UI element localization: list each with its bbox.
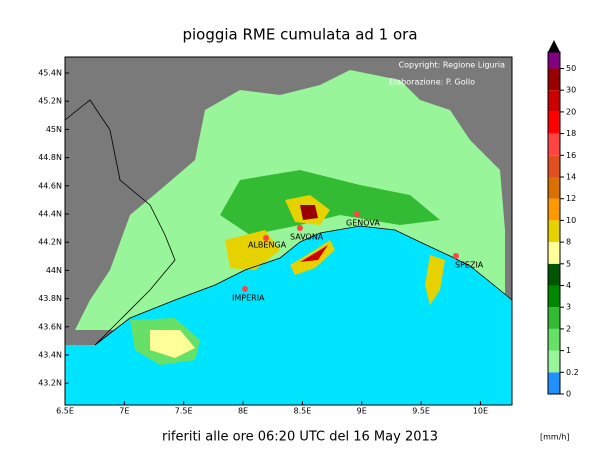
city-marker	[242, 286, 248, 292]
city-label: SPEZIA	[455, 261, 484, 270]
colorbar-label: 1	[566, 346, 571, 355]
unit: [mm/h]	[540, 433, 570, 442]
colorbar-swatch	[548, 90, 560, 112]
y-tick-label: 43.2N	[38, 379, 62, 388]
x-tick-label: 7.5E	[175, 407, 193, 416]
colorbar-label: 10	[566, 216, 576, 225]
y-tick-label: 43.8N	[38, 294, 62, 303]
colorbar-label: 12	[566, 194, 576, 203]
x-tick-label: 9.5E	[412, 407, 430, 416]
border	[64, 99, 176, 346]
colorbar-label: 14	[566, 173, 576, 182]
y-tick-label: 43.4N	[38, 351, 62, 360]
copyright: Copyright: Regione Liguria	[399, 61, 506, 70]
x-tick-label: 10E	[473, 407, 488, 416]
colorbar-swatch	[548, 198, 560, 221]
city-marker	[354, 211, 360, 217]
y-tick-label: 44.6N	[38, 181, 62, 190]
colorbar-swatch	[548, 307, 560, 329]
colorbar-swatch	[548, 263, 560, 286]
colorbar-swatch	[548, 350, 560, 373]
rain-area	[220, 170, 440, 235]
x-tick-label: 6.5E	[56, 407, 74, 416]
colorbar-swatch	[548, 155, 560, 177]
colorbar-swatch	[548, 68, 560, 91]
colorbar-swatch	[548, 220, 560, 243]
rain-area	[150, 330, 195, 358]
colorbar-arrow	[548, 40, 560, 52]
map-frame	[64, 56, 513, 406]
colorbar-swatch	[548, 328, 560, 351]
x-tick-label: 7E	[119, 407, 129, 416]
city-label: SAVONA	[290, 233, 324, 242]
colorbar-swatch	[548, 242, 560, 264]
y-tick-label: 45.4N	[38, 69, 62, 78]
colorbar-swatch	[548, 52, 560, 69]
y-tick-label: 45N	[46, 125, 62, 134]
colorbar-label: 4	[566, 281, 571, 290]
colorbar-swatch	[548, 133, 560, 156]
x-tick-label: 8.5E	[294, 407, 312, 416]
y-tick-label: 45.2N	[38, 97, 62, 106]
y-tick-label: 44.4N	[38, 210, 62, 219]
city-marker	[263, 235, 269, 241]
colorbar-label: 20	[566, 107, 576, 116]
x-tick-label: 8E	[238, 407, 248, 416]
city-marker	[453, 253, 459, 259]
colorbar-label: 3	[566, 303, 571, 312]
rain-area	[300, 245, 328, 262]
y-tick-label: 43.6N	[38, 322, 62, 331]
title: pioggia RME cumulata ad 1 ora	[182, 26, 417, 44]
colorbar-label: 50	[566, 64, 576, 73]
colorbar-swatch	[548, 285, 560, 308]
x-tick-label: 9E	[357, 407, 367, 416]
rain-area	[300, 205, 318, 220]
rain-area	[425, 255, 445, 305]
elaboration: Elaborazione: P. Gollo	[389, 78, 475, 87]
y-tick-label: 44.2N	[38, 238, 62, 247]
colorbar-label: 16	[566, 151, 576, 160]
colorbar-label: 18	[566, 129, 576, 138]
colorbar-swatch	[548, 177, 560, 199]
colorbar-swatch	[548, 111, 560, 134]
footer: riferiti alle ore 06:20 UTC del 16 May 2…	[162, 430, 438, 445]
city-label: ALBENGA	[248, 241, 287, 250]
colorbar-label: 0	[566, 390, 571, 399]
colorbar-label: 5	[566, 259, 571, 268]
y-tick-label: 44N	[46, 266, 62, 275]
colorbar-label: 30	[566, 86, 576, 95]
y-tick-label: 44.8N	[38, 153, 62, 162]
colorbar-label: 0.2	[566, 368, 579, 377]
colorbar-label: 2	[566, 324, 571, 333]
colorbar-label: 8	[566, 238, 571, 247]
map: SAVONA GENOVA SPEZIA IMPERIA ALBENGA Cop…	[64, 56, 513, 406]
city-label: IMPERIA	[232, 294, 265, 303]
city-label: GENOVA	[346, 219, 380, 228]
coastline	[94, 225, 513, 346]
colorbar-frame	[547, 51, 561, 395]
city-marker	[297, 225, 303, 231]
colorbar-swatch	[548, 372, 560, 394]
